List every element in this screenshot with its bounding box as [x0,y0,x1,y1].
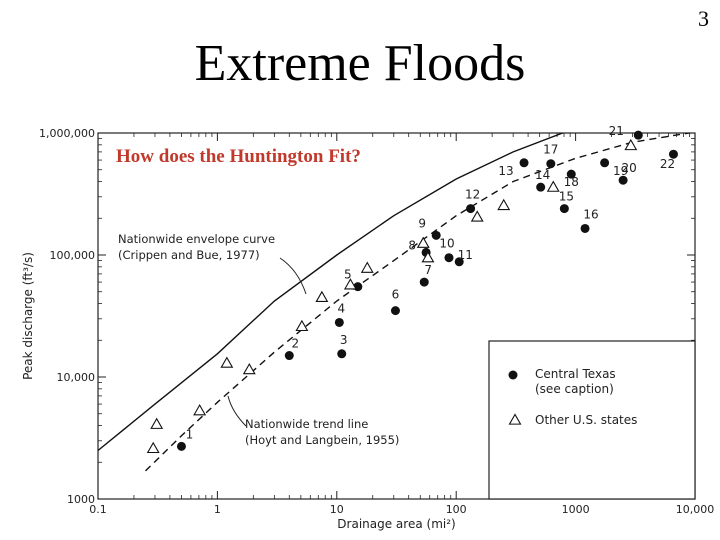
x-tick-label: 10 [330,503,344,516]
data-point-central-texas [419,277,429,287]
data-point-other-states [624,138,638,151]
point-label: 2 [291,337,299,351]
point-label: 15 [559,190,574,204]
legend-label-other-states: Other U.S. states [535,413,637,427]
question-text: How does the Huntington Fit? [116,146,361,167]
data-point-central-texas [431,230,441,240]
point-label: 1 [186,427,194,441]
data-point-other-states [242,362,256,375]
envelope-annotation-line2: (Crippen and Bue, 1977) [118,248,260,262]
x-tick-label: 1 [214,503,221,516]
x-tick-label: 0.1 [89,503,107,516]
point-label: 19 [613,164,628,178]
data-point-other-states [220,356,234,368]
chart-legend: Central Texas(see caption) Other U.S. sta… [488,340,696,500]
y-tick-label: 1,000,000 [39,127,95,140]
point-label: 5 [344,268,352,282]
data-point-other-states [470,210,484,222]
y-tick-label: 100,000 [50,249,96,262]
point-label: 9 [418,216,426,230]
data-point-central-texas [580,223,590,233]
point-label: 4 [338,301,346,315]
data-point-other-states [295,319,309,332]
data-point-central-texas [390,306,400,316]
envelope-curve [98,133,565,452]
data-point-central-texas [600,158,610,168]
point-label: 11 [458,248,473,262]
data-point-central-texas [566,169,576,179]
data-point-central-texas [668,149,678,159]
legend-label-central-texas-caption: (see caption) [535,382,614,396]
data-point-other-states [546,180,560,192]
y-tick-label: 1000 [67,493,95,506]
data-point-other-states [193,404,207,416]
point-label: 8 [408,238,416,252]
trend-line [145,133,694,472]
legend-marker-triangle [508,413,522,425]
point-label: 7 [424,263,432,277]
x-axis-label: Drainage area (mi²) [337,517,455,531]
data-point-other-states [360,261,374,273]
data-point-central-texas [444,253,454,263]
data-point-central-texas [618,175,628,185]
point-label: 3 [340,333,348,347]
data-point-central-texas [559,204,569,214]
point-label: 10 [439,237,454,251]
x-tick-label: 10,000 [676,503,715,516]
data-point-other-states [421,251,435,263]
data-point-central-texas [337,349,347,359]
data-point-other-states [497,198,511,211]
point-label: 17 [543,143,558,157]
point-label: 14 [535,168,550,182]
data-point-other-states [343,278,357,290]
trend-annotation-line2: (Hoyt and Langbein, 1955) [245,433,399,447]
y-axis-label: Peak discharge (ft³/s) [21,252,35,380]
point-label: 12 [465,188,480,202]
data-point-other-states [150,417,164,429]
data-point-other-states [315,290,329,302]
point-label: 6 [392,288,400,302]
x-tick-label: 1000 [562,503,590,516]
point-label: 16 [583,207,598,221]
data-point-other-states [146,441,160,454]
data-point-central-texas [284,351,294,361]
envelope-annotation-line1: Nationwide envelope curve [118,232,275,246]
data-point-central-texas [536,182,546,192]
slide-number: 3 [698,6,709,31]
envelope-leader [279,257,307,295]
data-point-central-texas [633,130,643,140]
y-tick-label: 10,000 [57,371,96,384]
chart-axes: 0.1 1 10 100 1000 10,000 1000 10,000 100,000 1,00… [21,127,714,531]
plot-frame [97,132,696,500]
slide-title: Extreme Floods [194,35,526,92]
legend-label-central-texas: Central Texas [535,367,616,381]
data-point-central-texas [466,204,476,214]
trend-leader [227,395,247,427]
point-label: 22 [660,157,675,171]
data-point-central-texas [176,441,186,451]
legend-marker-circle [508,370,518,380]
data-point-central-texas [546,159,556,169]
point-label: 21 [609,124,624,138]
point-label: 18 [564,175,579,189]
legend-box [488,340,696,500]
trend-annotation-line1: Nationwide trend line [245,417,368,431]
point-label: 13 [498,164,513,178]
data-point-other-states [416,236,430,248]
data-point-central-texas [519,158,529,168]
x-tick-label: 100 [446,503,467,516]
chart-annotations: Nationwide envelope curve (Crippen and Bu… [118,232,399,447]
point-label: 20 [621,161,636,175]
data-point-central-texas [334,317,344,327]
chart-curves [98,133,694,472]
data-point-central-texas [454,257,464,267]
